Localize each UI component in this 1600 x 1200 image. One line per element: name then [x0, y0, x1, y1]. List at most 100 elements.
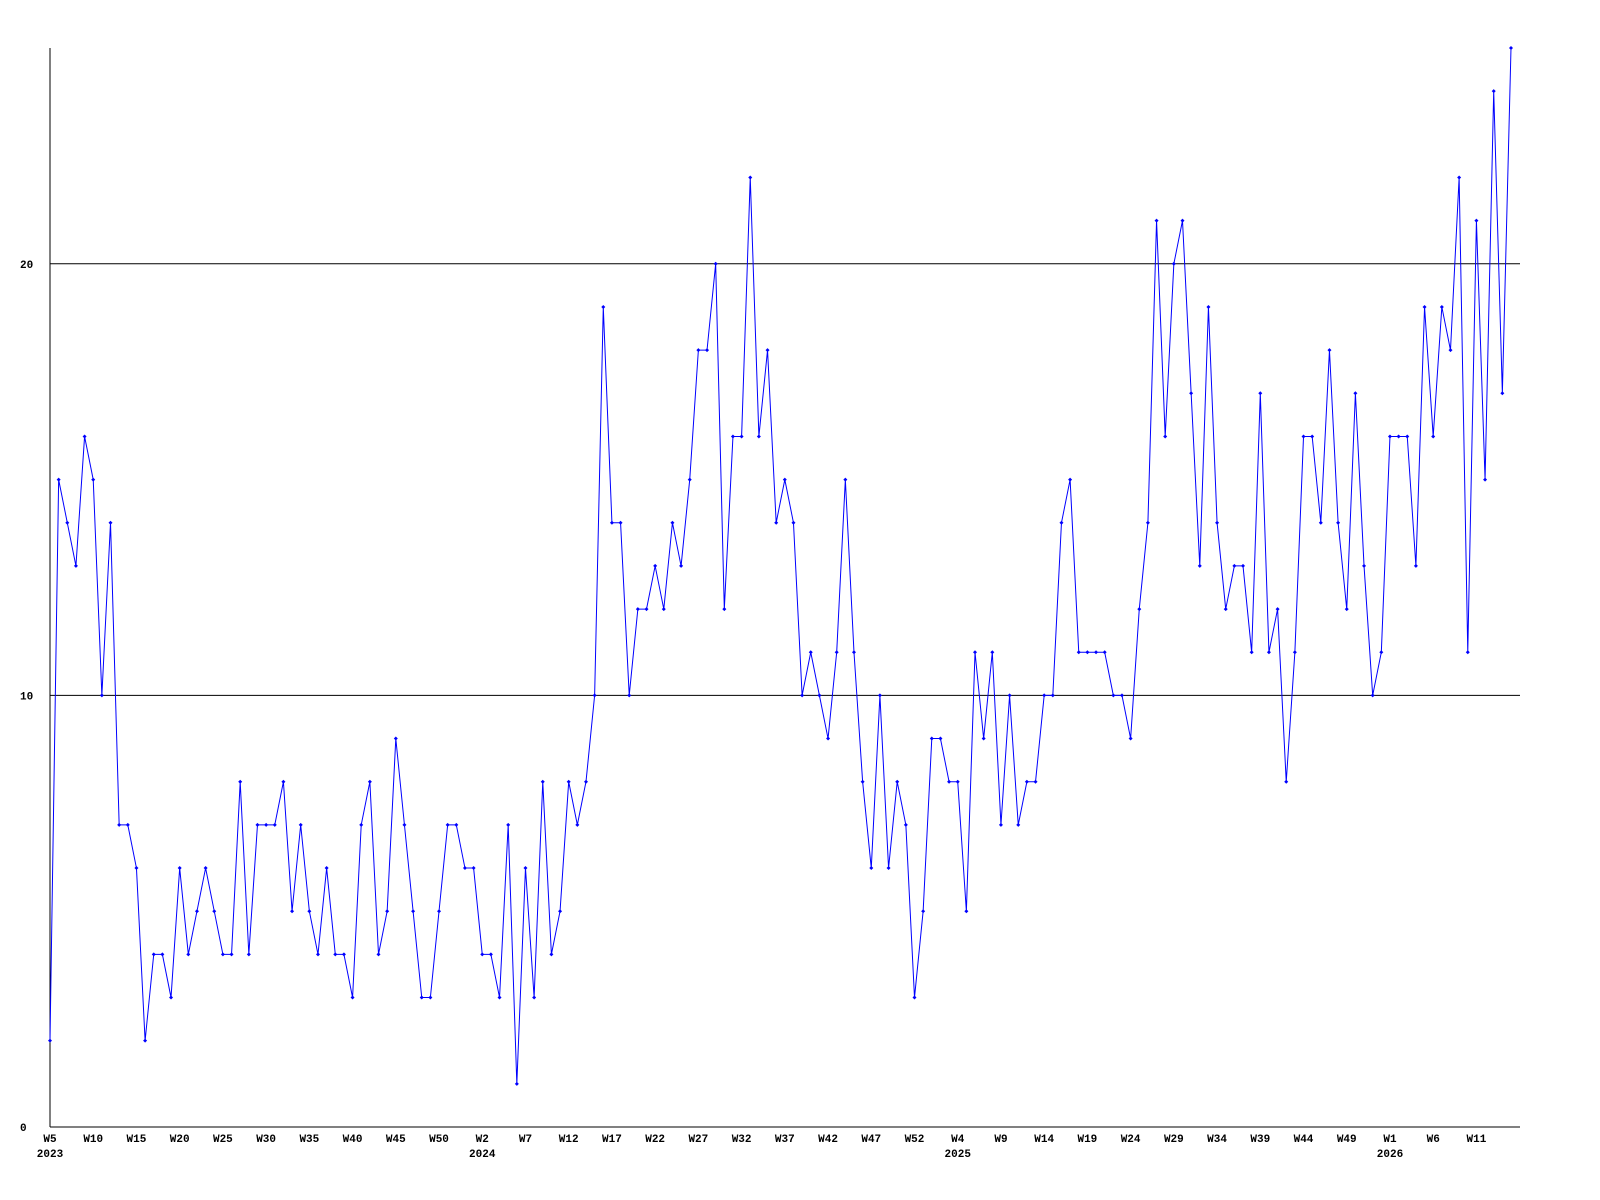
data-point — [1370, 693, 1375, 698]
data-point — [1275, 607, 1280, 612]
data-point — [826, 736, 831, 741]
data-point — [471, 866, 476, 871]
x-tick-label: W7 — [519, 1134, 532, 1146]
data-point — [65, 520, 70, 525]
data-point — [177, 866, 182, 871]
x-tick-label: W11 — [1467, 1134, 1487, 1146]
data-point — [454, 822, 459, 827]
x-tick-label: W29 — [1164, 1134, 1184, 1146]
data-point — [644, 607, 649, 612]
data-point — [601, 304, 606, 309]
data-point — [1483, 477, 1488, 482]
data-point — [125, 822, 130, 827]
data-point — [393, 736, 398, 741]
data-point — [523, 866, 528, 871]
data-point — [1353, 391, 1358, 396]
x-tick-label: W22 — [645, 1134, 665, 1146]
data-point — [1457, 175, 1462, 180]
data-point — [1292, 650, 1297, 655]
data-point — [1223, 607, 1228, 612]
x-tick-label: W40 — [343, 1134, 363, 1146]
data-point — [877, 693, 882, 698]
data-point — [635, 607, 640, 612]
data-point — [359, 822, 364, 827]
data-point — [203, 866, 208, 871]
data-point — [333, 952, 338, 957]
data-point — [817, 693, 822, 698]
data-point — [281, 779, 286, 784]
x-tick-label: W25 — [213, 1134, 233, 1146]
data-point — [618, 520, 623, 525]
data-point — [1206, 304, 1211, 309]
data-point — [955, 779, 960, 784]
data-point — [1076, 650, 1081, 655]
data-point — [575, 822, 580, 827]
data-point — [117, 822, 122, 827]
data-point — [445, 822, 450, 827]
data-point — [929, 736, 934, 741]
data-point — [290, 909, 295, 914]
x-tick-label: W10 — [83, 1134, 103, 1146]
data-point — [834, 650, 839, 655]
data-point — [903, 822, 908, 827]
data-point — [514, 1081, 519, 1086]
data-point — [82, 434, 87, 439]
x-tick-label: W32 — [732, 1134, 752, 1146]
data-point — [1085, 650, 1090, 655]
data-point — [99, 693, 104, 698]
data-point — [385, 909, 390, 914]
data-point — [1241, 563, 1246, 568]
x-tick-label: W12 — [559, 1134, 579, 1146]
data-point — [938, 736, 943, 741]
data-point — [428, 995, 433, 1000]
x-tick-label: W5 — [43, 1134, 57, 1146]
data-point — [1413, 563, 1418, 568]
x-year-label: 2025 — [945, 1149, 972, 1161]
x-tick-label: W34 — [1207, 1134, 1227, 1146]
x-tick-label: W17 — [602, 1134, 622, 1146]
data-point — [1215, 520, 1220, 525]
data-point — [609, 520, 614, 525]
data-point — [947, 779, 952, 784]
data-point — [730, 434, 735, 439]
data-point — [1379, 650, 1384, 655]
x-tick-label: W47 — [861, 1134, 881, 1146]
data-point — [1310, 434, 1315, 439]
x-year-label: 2026 — [1377, 1149, 1403, 1161]
data-point — [851, 650, 856, 655]
x-tick-label: W6 — [1427, 1134, 1440, 1146]
data-point — [1119, 693, 1124, 698]
data-point — [73, 563, 78, 568]
data-point — [298, 822, 303, 827]
data-point — [220, 952, 225, 957]
data-point — [506, 822, 511, 827]
data-point — [895, 779, 900, 784]
data-point — [151, 952, 156, 957]
x-tick-label: W19 — [1077, 1134, 1097, 1146]
data-point — [1387, 434, 1392, 439]
data-point — [1448, 348, 1453, 353]
data-point — [782, 477, 787, 482]
data-point — [549, 952, 554, 957]
data-point — [1137, 607, 1142, 612]
y-tick-label: 0 — [20, 1123, 27, 1135]
data-point — [1344, 607, 1349, 612]
data-point — [1068, 477, 1073, 482]
data-point — [108, 520, 113, 525]
data-point — [964, 909, 969, 914]
data-point — [1145, 520, 1150, 525]
data-point — [1431, 434, 1436, 439]
data-point — [739, 434, 744, 439]
x-tick-label: W44 — [1294, 1134, 1314, 1146]
data-point — [402, 822, 407, 827]
data-point — [886, 866, 891, 871]
x-tick-label: W2 — [476, 1134, 489, 1146]
data-point — [756, 434, 761, 439]
y-tick-label: 20 — [20, 260, 33, 272]
data-point — [1163, 434, 1168, 439]
data-point — [229, 952, 234, 957]
data-point — [532, 995, 537, 1000]
data-point — [540, 779, 545, 784]
x-tick-label: W4 — [951, 1134, 965, 1146]
